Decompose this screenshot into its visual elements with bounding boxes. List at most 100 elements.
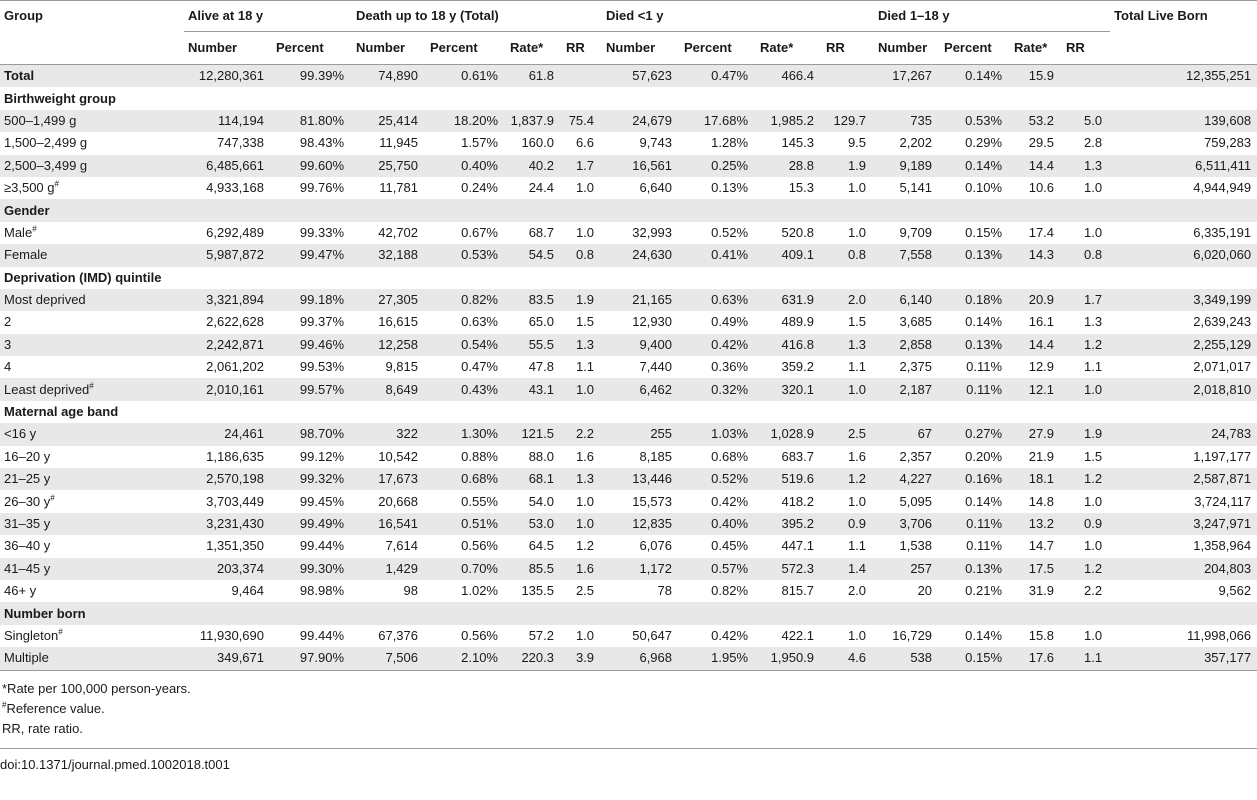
table-cell: 1.0: [1084, 224, 1103, 240]
table-cell: 0.13%: [940, 557, 1011, 580]
table-row: Singleton# 11,930,690 99.44% 67,376 0.56% 57.…: [0, 625, 1257, 647]
table-cell: 1.03%: [680, 423, 757, 446]
table-cell: 114,194: [184, 109, 272, 133]
table-cell: 572.3: [756, 557, 823, 580]
table-cell: 759,283: [1204, 135, 1252, 151]
table-cell: 409.1: [756, 244, 823, 267]
table-cell: 0.36%: [711, 359, 749, 375]
table-cell: 418.2: [781, 493, 815, 509]
table-cell: 0.61%: [426, 64, 506, 88]
table-cell: 6,511,411: [1110, 154, 1257, 177]
table-cell: 17,267: [874, 64, 941, 88]
table-cell: 13,446: [602, 468, 681, 491]
table-cell: 0.40%: [426, 154, 506, 177]
reference-mark: #: [54, 179, 59, 189]
table-row: 16–20 y 1,186,635 99.12% 10,542 0.88% 88.0 1.6…: [0, 446, 1257, 468]
table-cell: 3,685: [899, 314, 933, 330]
table-cell: 28.8: [756, 154, 823, 177]
table-cell: 1.3: [1084, 314, 1103, 330]
table-cell: 1,985.2: [756, 109, 823, 133]
sub-rate: Rate*: [756, 31, 823, 65]
table-cell: 395.2: [756, 512, 823, 536]
table-cell: 9.5: [847, 135, 867, 151]
row-label: 1,500–2,499 g: [4, 135, 88, 151]
table-cell: [1062, 64, 1111, 88]
table-cell: 65.0: [528, 314, 554, 330]
table-cell: 57.2: [528, 627, 554, 643]
table-row: 2,500–3,499 g 6,485,661 99.60% 25,750 0.40% 4…: [0, 154, 1257, 177]
section-label: Maternal age band: [4, 404, 119, 420]
table-cell: 10,542: [378, 448, 418, 464]
table-cell: 0.32%: [680, 378, 757, 401]
table-cell: 0.82%: [426, 288, 506, 312]
table-cell: 0.68%: [711, 448, 749, 464]
row-label: 500–1,499 g: [0, 109, 184, 133]
table-cell: 9,743: [639, 135, 673, 151]
table-cell: 83.5: [506, 288, 562, 312]
table-cell: 24,679: [602, 109, 681, 133]
table-cell: 15.8: [1028, 627, 1055, 643]
table-cell: 0.53%: [940, 109, 1011, 133]
table-cell: 538: [874, 647, 941, 671]
table-cell: 98.43%: [299, 135, 344, 151]
table-cell: 9,709: [899, 224, 933, 240]
section-row: Number born: [0, 602, 1257, 625]
table-cell: 1.0: [847, 493, 867, 509]
table-cell: 0.9: [822, 512, 875, 536]
table-cell: 1.1: [847, 359, 867, 375]
table-cell: 61.8: [506, 64, 562, 88]
table-cell: 13.2: [1010, 512, 1063, 536]
table-cell: 2.5: [822, 423, 875, 446]
table-cell: 520.8: [781, 224, 815, 240]
table-cell: 1.6: [562, 557, 603, 580]
table-cell: 31.9: [1028, 583, 1055, 599]
table-cell: 0.42%: [680, 333, 757, 357]
table-cell: 0.10%: [965, 180, 1003, 196]
table-cell: 15.9: [1010, 64, 1063, 88]
table-row: 36–40 y 1,351,350 99.44% 7,614 0.56% 64.5 1.2 6…: [0, 535, 1257, 557]
reference-mark: #: [2, 700, 7, 710]
section-row: Deprivation (IMD) quintile: [0, 267, 1257, 289]
table-cell: 0.53%: [426, 244, 506, 267]
table-row: 4 2,061,202 99.53% 9,815 0.47% 47.8 1.1 7,440 0.…: [0, 356, 1257, 378]
table-cell: 17,673: [352, 468, 426, 491]
table-cell: 16.1: [1028, 314, 1055, 330]
table-cell: 3,231,430: [184, 512, 272, 536]
table-cell: 0.40%: [680, 512, 757, 536]
note-rr: RR, rate ratio.: [2, 720, 83, 736]
table-cell: 2,587,871: [1110, 468, 1257, 491]
table-cell: 1,358,964: [1193, 538, 1252, 554]
table-cell: 2,018,810: [1110, 378, 1257, 401]
table-cell: 220.3: [506, 647, 562, 671]
table-cell: 2,639,243: [1193, 314, 1252, 330]
table-cell: 99.53%: [299, 359, 344, 375]
table-cell: 11,781: [379, 180, 418, 196]
table-cell: 0.8: [1062, 244, 1111, 267]
table-cell: 1.30%: [426, 423, 506, 446]
header-row-sub: Number Percent Number Percent Rate* RR N…: [0, 31, 1257, 65]
row-label: 36–40 y: [4, 538, 51, 554]
table-cell: 98: [403, 583, 418, 599]
table-cell: 6,640: [639, 180, 673, 196]
table-cell: 735: [874, 109, 941, 133]
col-alive: Alive at 18 y: [184, 0, 352, 32]
row-label: Least deprived#: [0, 378, 184, 401]
table-cell: 1.9: [562, 288, 603, 312]
table-cell: 135.5: [521, 583, 554, 599]
table-cell: 320.1: [756, 378, 823, 401]
table-cell: 14.4: [1010, 154, 1063, 177]
table-cell: 25,414: [352, 109, 426, 133]
table-cell: 1,028.9: [756, 423, 823, 446]
table-cell: 1.3: [562, 333, 603, 357]
table-cell: 99.47%: [272, 244, 352, 267]
table-cell: 12.9: [1028, 359, 1055, 375]
table-cell: 0.41%: [680, 244, 757, 267]
sub-rr: RR: [562, 31, 603, 65]
table-cell: 2,187: [874, 378, 941, 401]
table-cell: 11,945: [379, 135, 418, 151]
reference-mark: #: [50, 493, 55, 503]
table-cell: 42,702: [378, 224, 418, 240]
table-cell: 2.5: [575, 583, 595, 599]
doi-link[interactable]: doi:10.1371/journal.pmed.1002018.t001: [0, 747, 1257, 772]
table-cell: 1.0: [847, 627, 867, 643]
